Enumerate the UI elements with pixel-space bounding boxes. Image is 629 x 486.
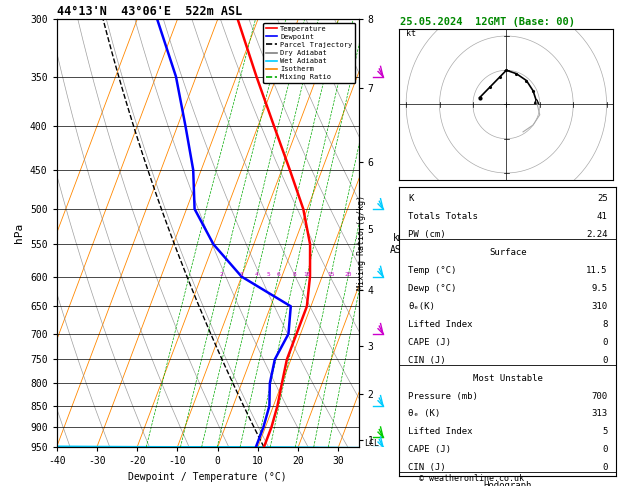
Text: Hodograph: Hodograph bbox=[484, 481, 532, 486]
Text: K: K bbox=[408, 194, 413, 203]
Text: Surface: Surface bbox=[489, 248, 526, 257]
Text: 8: 8 bbox=[292, 272, 296, 277]
Text: 8: 8 bbox=[603, 320, 608, 329]
X-axis label: Dewpoint / Temperature (°C): Dewpoint / Temperature (°C) bbox=[128, 472, 287, 482]
Text: 6: 6 bbox=[276, 272, 280, 277]
Text: 5: 5 bbox=[603, 427, 608, 436]
Text: 700: 700 bbox=[592, 392, 608, 400]
Text: Dewp (°C): Dewp (°C) bbox=[408, 284, 457, 293]
Text: Temp (°C): Temp (°C) bbox=[408, 266, 457, 275]
Text: 2.24: 2.24 bbox=[586, 230, 608, 239]
Text: 15: 15 bbox=[327, 272, 335, 277]
Text: 0: 0 bbox=[603, 338, 608, 347]
Text: CAPE (J): CAPE (J) bbox=[408, 338, 451, 347]
Text: 0: 0 bbox=[603, 356, 608, 364]
Text: 11.5: 11.5 bbox=[586, 266, 608, 275]
Text: CIN (J): CIN (J) bbox=[408, 463, 446, 472]
Text: 20: 20 bbox=[344, 272, 352, 277]
Text: Lifted Index: Lifted Index bbox=[408, 320, 472, 329]
Text: LCL: LCL bbox=[365, 439, 379, 448]
Text: 9.5: 9.5 bbox=[592, 284, 608, 293]
Text: 310: 310 bbox=[592, 302, 608, 311]
Text: Mixing Ratio (g/kg): Mixing Ratio (g/kg) bbox=[357, 195, 366, 291]
Text: CAPE (J): CAPE (J) bbox=[408, 445, 451, 454]
Text: Most Unstable: Most Unstable bbox=[473, 374, 543, 382]
Text: 3: 3 bbox=[240, 272, 243, 277]
Text: θₑ (K): θₑ (K) bbox=[408, 410, 440, 418]
Text: Totals Totals: Totals Totals bbox=[408, 212, 478, 221]
Text: 4: 4 bbox=[255, 272, 259, 277]
Text: 25.05.2024  12GMT (Base: 00): 25.05.2024 12GMT (Base: 00) bbox=[400, 17, 575, 27]
Text: kt: kt bbox=[406, 29, 416, 38]
Y-axis label: km
ASL: km ASL bbox=[389, 233, 407, 255]
Text: Lifted Index: Lifted Index bbox=[408, 427, 472, 436]
Text: Pressure (mb): Pressure (mb) bbox=[408, 392, 478, 400]
Text: PW (cm): PW (cm) bbox=[408, 230, 446, 239]
Y-axis label: hPa: hPa bbox=[14, 223, 25, 243]
Text: © weatheronline.co.uk: © weatheronline.co.uk bbox=[420, 474, 524, 483]
Text: 5: 5 bbox=[267, 272, 270, 277]
Text: 25: 25 bbox=[597, 194, 608, 203]
Text: 0: 0 bbox=[603, 445, 608, 454]
Text: 44°13'N  43°06'E  522m ASL: 44°13'N 43°06'E 522m ASL bbox=[57, 5, 242, 18]
Text: 2: 2 bbox=[220, 272, 223, 277]
Text: 313: 313 bbox=[592, 410, 608, 418]
Text: 0: 0 bbox=[603, 463, 608, 472]
Text: 41: 41 bbox=[597, 212, 608, 221]
Legend: Temperature, Dewpoint, Parcel Trajectory, Dry Adiabat, Wet Adiabat, Isotherm, Mi: Temperature, Dewpoint, Parcel Trajectory… bbox=[264, 23, 355, 83]
Text: CIN (J): CIN (J) bbox=[408, 356, 446, 364]
Text: θₑ(K): θₑ(K) bbox=[408, 302, 435, 311]
Text: 10: 10 bbox=[303, 272, 311, 277]
